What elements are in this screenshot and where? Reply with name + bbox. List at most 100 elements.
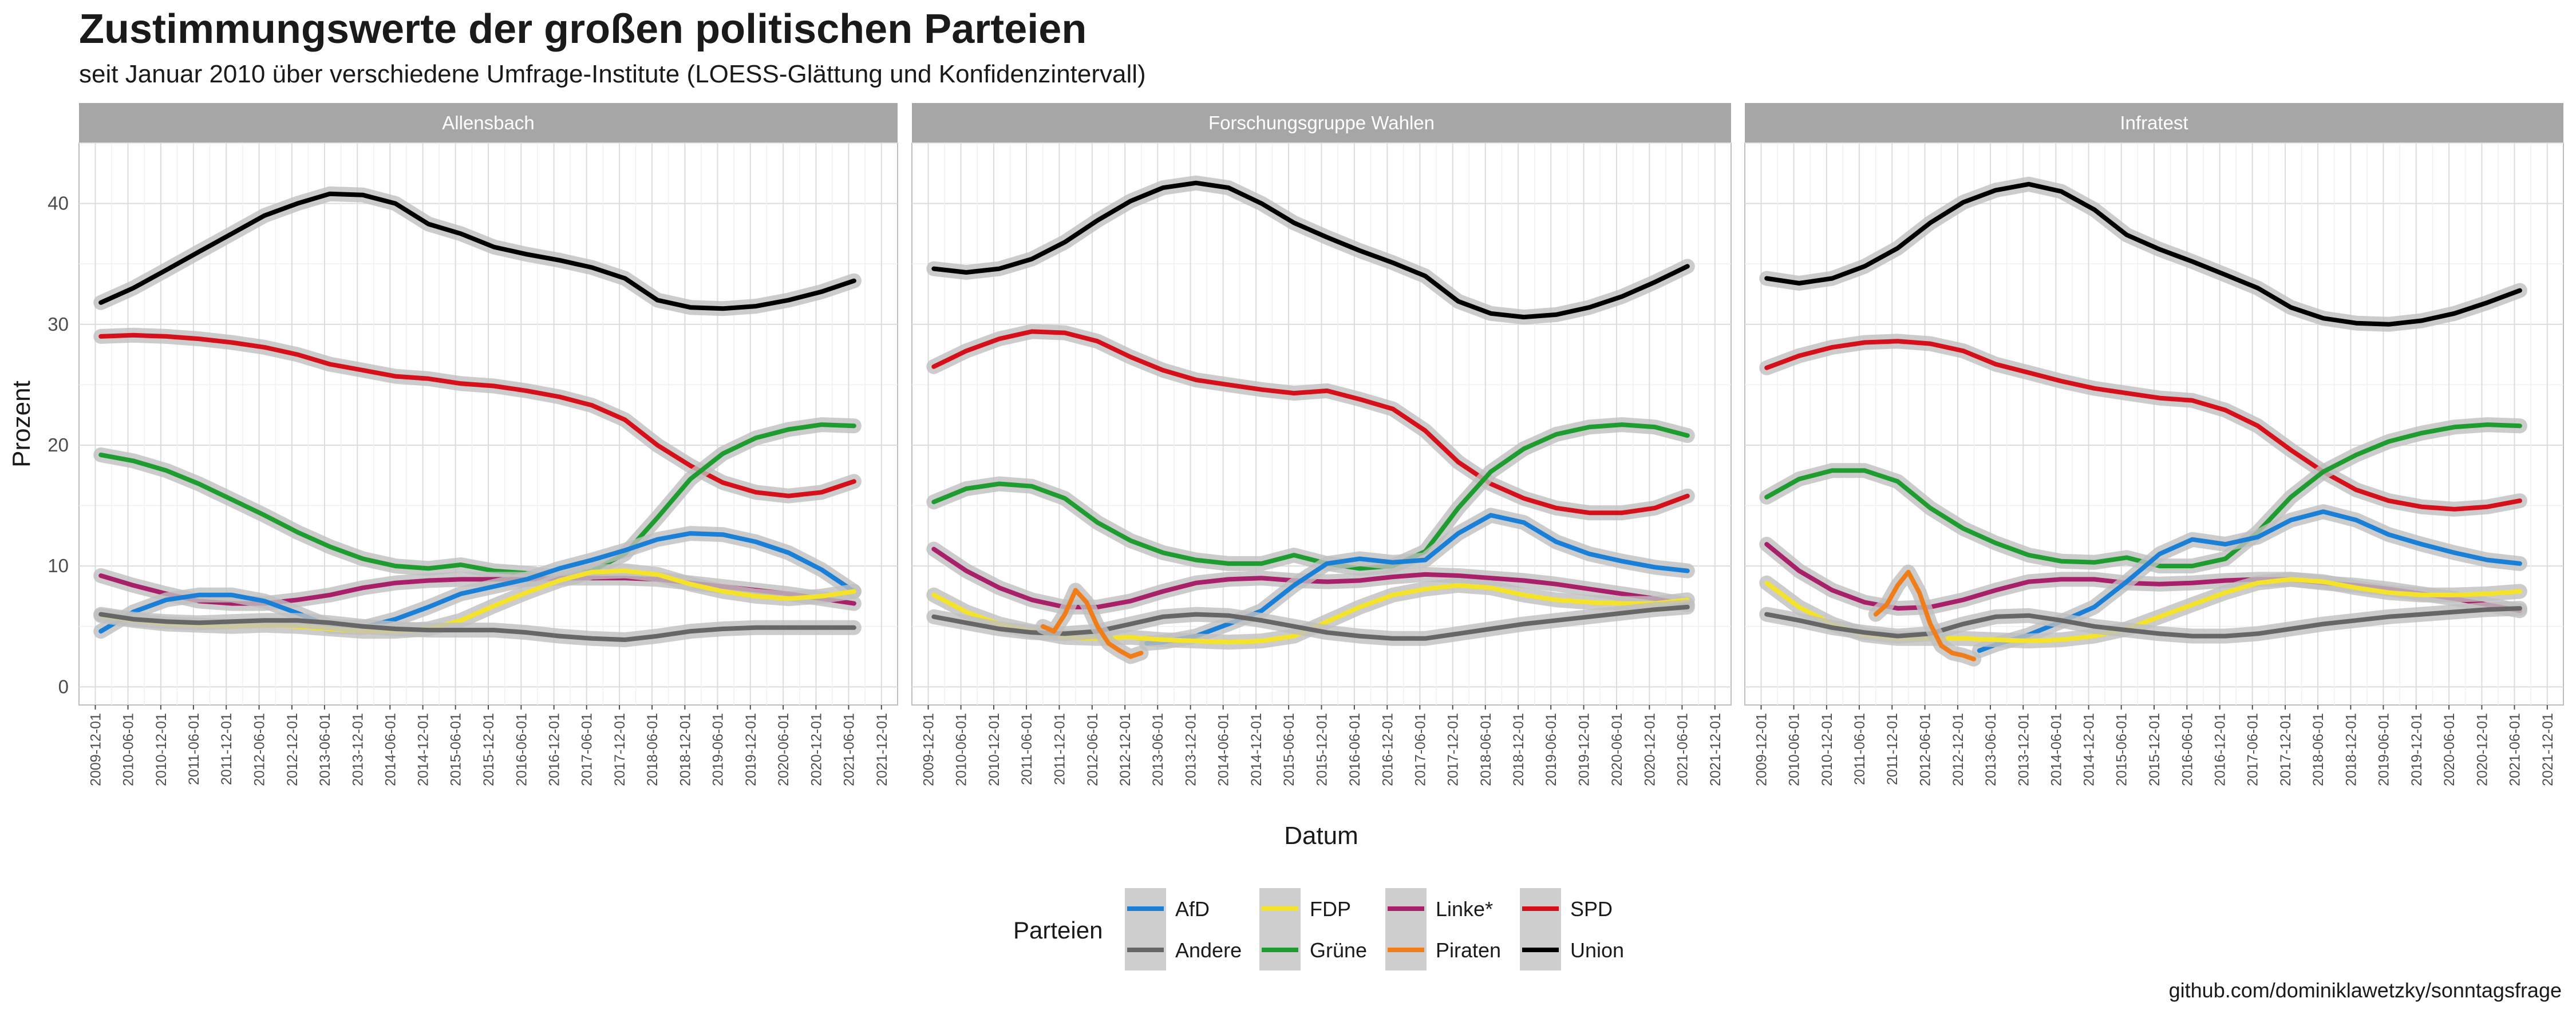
x-tick-label: 2011-06-01 — [186, 713, 202, 785]
legend-label: SPD — [1570, 897, 1613, 921]
x-tick-label: 2011-12-01 — [219, 713, 235, 785]
x-tick-label: 2021-12-01 — [2540, 713, 2556, 786]
panel-strip — [79, 103, 898, 143]
x-tick-label: 2012-12-01 — [1117, 713, 1133, 786]
x-tick-label: 2013-12-01 — [1183, 713, 1199, 786]
x-tick-label: 2019-06-01 — [2376, 713, 2392, 786]
x-tick-label: 2009-12-01 — [921, 713, 937, 786]
series-line — [1144, 513, 1690, 646]
x-tick-label: 2019-06-01 — [1543, 713, 1559, 786]
legend-label: Union — [1570, 938, 1624, 962]
x-tick-label: 2017-06-01 — [1412, 713, 1428, 786]
x-tick-label: 2015-06-01 — [2114, 713, 2130, 786]
x-tick-label: 2015-12-01 — [1314, 713, 1330, 786]
x-tick-label: 2012-12-01 — [285, 713, 301, 786]
legend-label: Piraten — [1436, 938, 1501, 962]
legend-label: Andere — [1175, 938, 1242, 962]
x-tick-label: 2011-06-01 — [1019, 713, 1035, 785]
chart-subtitle: seit Januar 2010 über verschiedene Umfra… — [79, 60, 1146, 88]
x-tick-label: 2018-06-01 — [645, 713, 661, 786]
y-axis-title: Prozent — [7, 381, 35, 468]
x-tick-label: 2020-12-01 — [2474, 713, 2490, 786]
x-tick-label: 2016-06-01 — [513, 713, 530, 786]
x-tick-label: 2014-06-01 — [382, 713, 398, 786]
x-tick-label: 2020-12-01 — [1642, 713, 1658, 786]
x-tick-label: 2018-12-01 — [2343, 713, 2359, 786]
series-line — [98, 612, 856, 642]
x-tick-label: 2014-12-01 — [1249, 713, 1265, 786]
legend-title: Parteien — [1013, 917, 1103, 944]
x-tick-label: 2021-12-01 — [874, 713, 890, 786]
x-tick-label: 2012-06-01 — [1085, 713, 1101, 786]
series-line — [1040, 588, 1144, 659]
x-tick-label: 2020-06-01 — [776, 713, 792, 786]
x-tick-label: 2017-12-01 — [2278, 713, 2294, 786]
x-tick-label: 2019-06-01 — [710, 713, 726, 786]
x-tick-label: 2014-06-01 — [1216, 713, 1232, 786]
x-tick-label: 2010-06-01 — [121, 713, 137, 786]
series-line — [1764, 339, 2522, 512]
series-line — [98, 422, 856, 580]
x-tick-label: 2016-06-01 — [2179, 713, 2195, 786]
source-caption: github.com/dominiklawetzky/sonntagsfrage — [2168, 978, 2562, 1002]
legend-label: Grüne — [1310, 938, 1367, 962]
x-tick-label: 2020-06-01 — [1609, 713, 1625, 786]
panel-strip-label: Infratest — [2120, 112, 2188, 133]
x-tick-label: 2020-12-01 — [808, 713, 824, 786]
panel-strip — [1745, 103, 2563, 143]
x-tick-label: 2019-12-01 — [2409, 713, 2425, 786]
series-line — [98, 531, 856, 634]
series-line — [931, 329, 1690, 516]
chart-title: Zustimmungswerte der großen politischen … — [79, 6, 1087, 52]
x-tick-label: 2017-12-01 — [612, 713, 628, 786]
x-tick-label: 2013-06-01 — [317, 713, 333, 786]
x-tick-label: 2010-06-01 — [1787, 713, 1803, 786]
x-tick-label: 2009-12-01 — [1754, 713, 1770, 786]
x-axis-title: Datum — [1284, 822, 1358, 850]
x-tick-label: 2011-12-01 — [1884, 713, 1901, 785]
panel-strip-label: Forschungsgruppe Wahlen — [1208, 112, 1435, 133]
x-tick-label: 2015-12-01 — [481, 713, 497, 786]
x-tick-label: 2021-06-01 — [841, 713, 857, 786]
x-tick-label: 2015-06-01 — [448, 713, 464, 786]
x-tick-label: 2010-12-01 — [1819, 713, 1835, 786]
x-tick-label: 2018-06-01 — [1478, 713, 1494, 786]
x-tick-label: 2010-12-01 — [153, 713, 169, 786]
x-tick-label: 2015-12-01 — [2147, 713, 2163, 786]
panel-strip-label: Allensbach — [442, 112, 534, 133]
x-tick-label: 2019-12-01 — [743, 713, 759, 786]
series-line — [931, 180, 1690, 320]
legend-label: AfD — [1175, 897, 1210, 921]
x-tick-label: 2021-12-01 — [1708, 713, 1724, 786]
x-tick-label: 2017-06-01 — [579, 713, 595, 786]
panel-strip — [912, 103, 1731, 143]
y-tick-label: 40 — [48, 193, 69, 214]
series-line — [1764, 181, 2522, 327]
y-tick-label: 0 — [58, 676, 69, 697]
x-tick-label: 2018-12-01 — [1511, 713, 1527, 786]
y-tick-label: 30 — [48, 314, 69, 335]
x-tick-label: 2015-06-01 — [1281, 713, 1297, 786]
x-tick-label: 2011-06-01 — [1852, 713, 1868, 785]
x-tick-label: 2014-06-01 — [2048, 713, 2064, 786]
x-tick-label: 2013-12-01 — [2016, 713, 2032, 786]
series-line — [98, 191, 856, 311]
x-tick-label: 2013-12-01 — [350, 713, 366, 786]
x-tick-label: 2017-12-01 — [1445, 713, 1461, 786]
y-tick-label: 20 — [48, 434, 69, 455]
legend-label: FDP — [1310, 897, 1351, 921]
y-tick-label: 10 — [48, 555, 69, 576]
x-tick-label: 2011-12-01 — [1052, 713, 1068, 785]
x-tick-label: 2010-06-01 — [954, 713, 970, 786]
x-tick-label: 2020-06-01 — [2441, 713, 2458, 786]
x-tick-label: 2012-06-01 — [252, 713, 268, 786]
x-tick-label: 2010-12-01 — [986, 713, 1002, 786]
x-tick-label: 2014-12-01 — [2081, 713, 2097, 786]
x-tick-label: 2012-06-01 — [1918, 713, 1934, 786]
x-tick-label: 2013-06-01 — [1150, 713, 1166, 786]
x-tick-label: 2021-06-01 — [2507, 713, 2523, 786]
x-tick-label: 2012-12-01 — [1950, 713, 1966, 786]
x-tick-label: 2021-06-01 — [1674, 713, 1690, 786]
x-tick-label: 2018-12-01 — [677, 713, 693, 786]
